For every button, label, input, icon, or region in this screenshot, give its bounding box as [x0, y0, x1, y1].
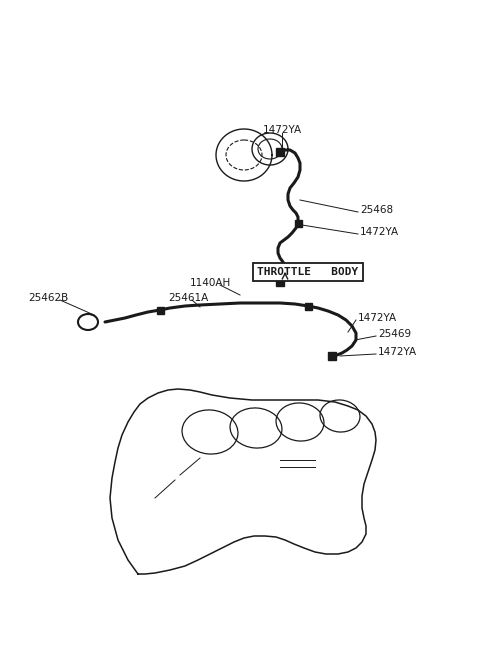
Text: 1472YA: 1472YA	[360, 227, 399, 237]
Text: 1472YA: 1472YA	[263, 125, 301, 135]
Bar	[276, 278, 284, 286]
Bar	[157, 307, 164, 314]
Bar	[328, 352, 336, 360]
Text: 25461A: 25461A	[168, 293, 208, 303]
Bar	[295, 220, 302, 227]
Bar	[276, 148, 284, 156]
Text: 25469: 25469	[378, 329, 411, 339]
Text: 1472YA: 1472YA	[358, 313, 397, 323]
Polygon shape	[252, 133, 288, 165]
Text: THROTTLE   BODY: THROTTLE BODY	[257, 267, 359, 277]
Text: 25468: 25468	[360, 205, 393, 215]
Text: 1472YA: 1472YA	[378, 347, 417, 357]
Polygon shape	[110, 389, 376, 574]
Text: 25462B: 25462B	[28, 293, 68, 303]
Text: 1140AH: 1140AH	[190, 278, 231, 288]
Polygon shape	[216, 129, 272, 181]
Bar	[305, 303, 312, 310]
